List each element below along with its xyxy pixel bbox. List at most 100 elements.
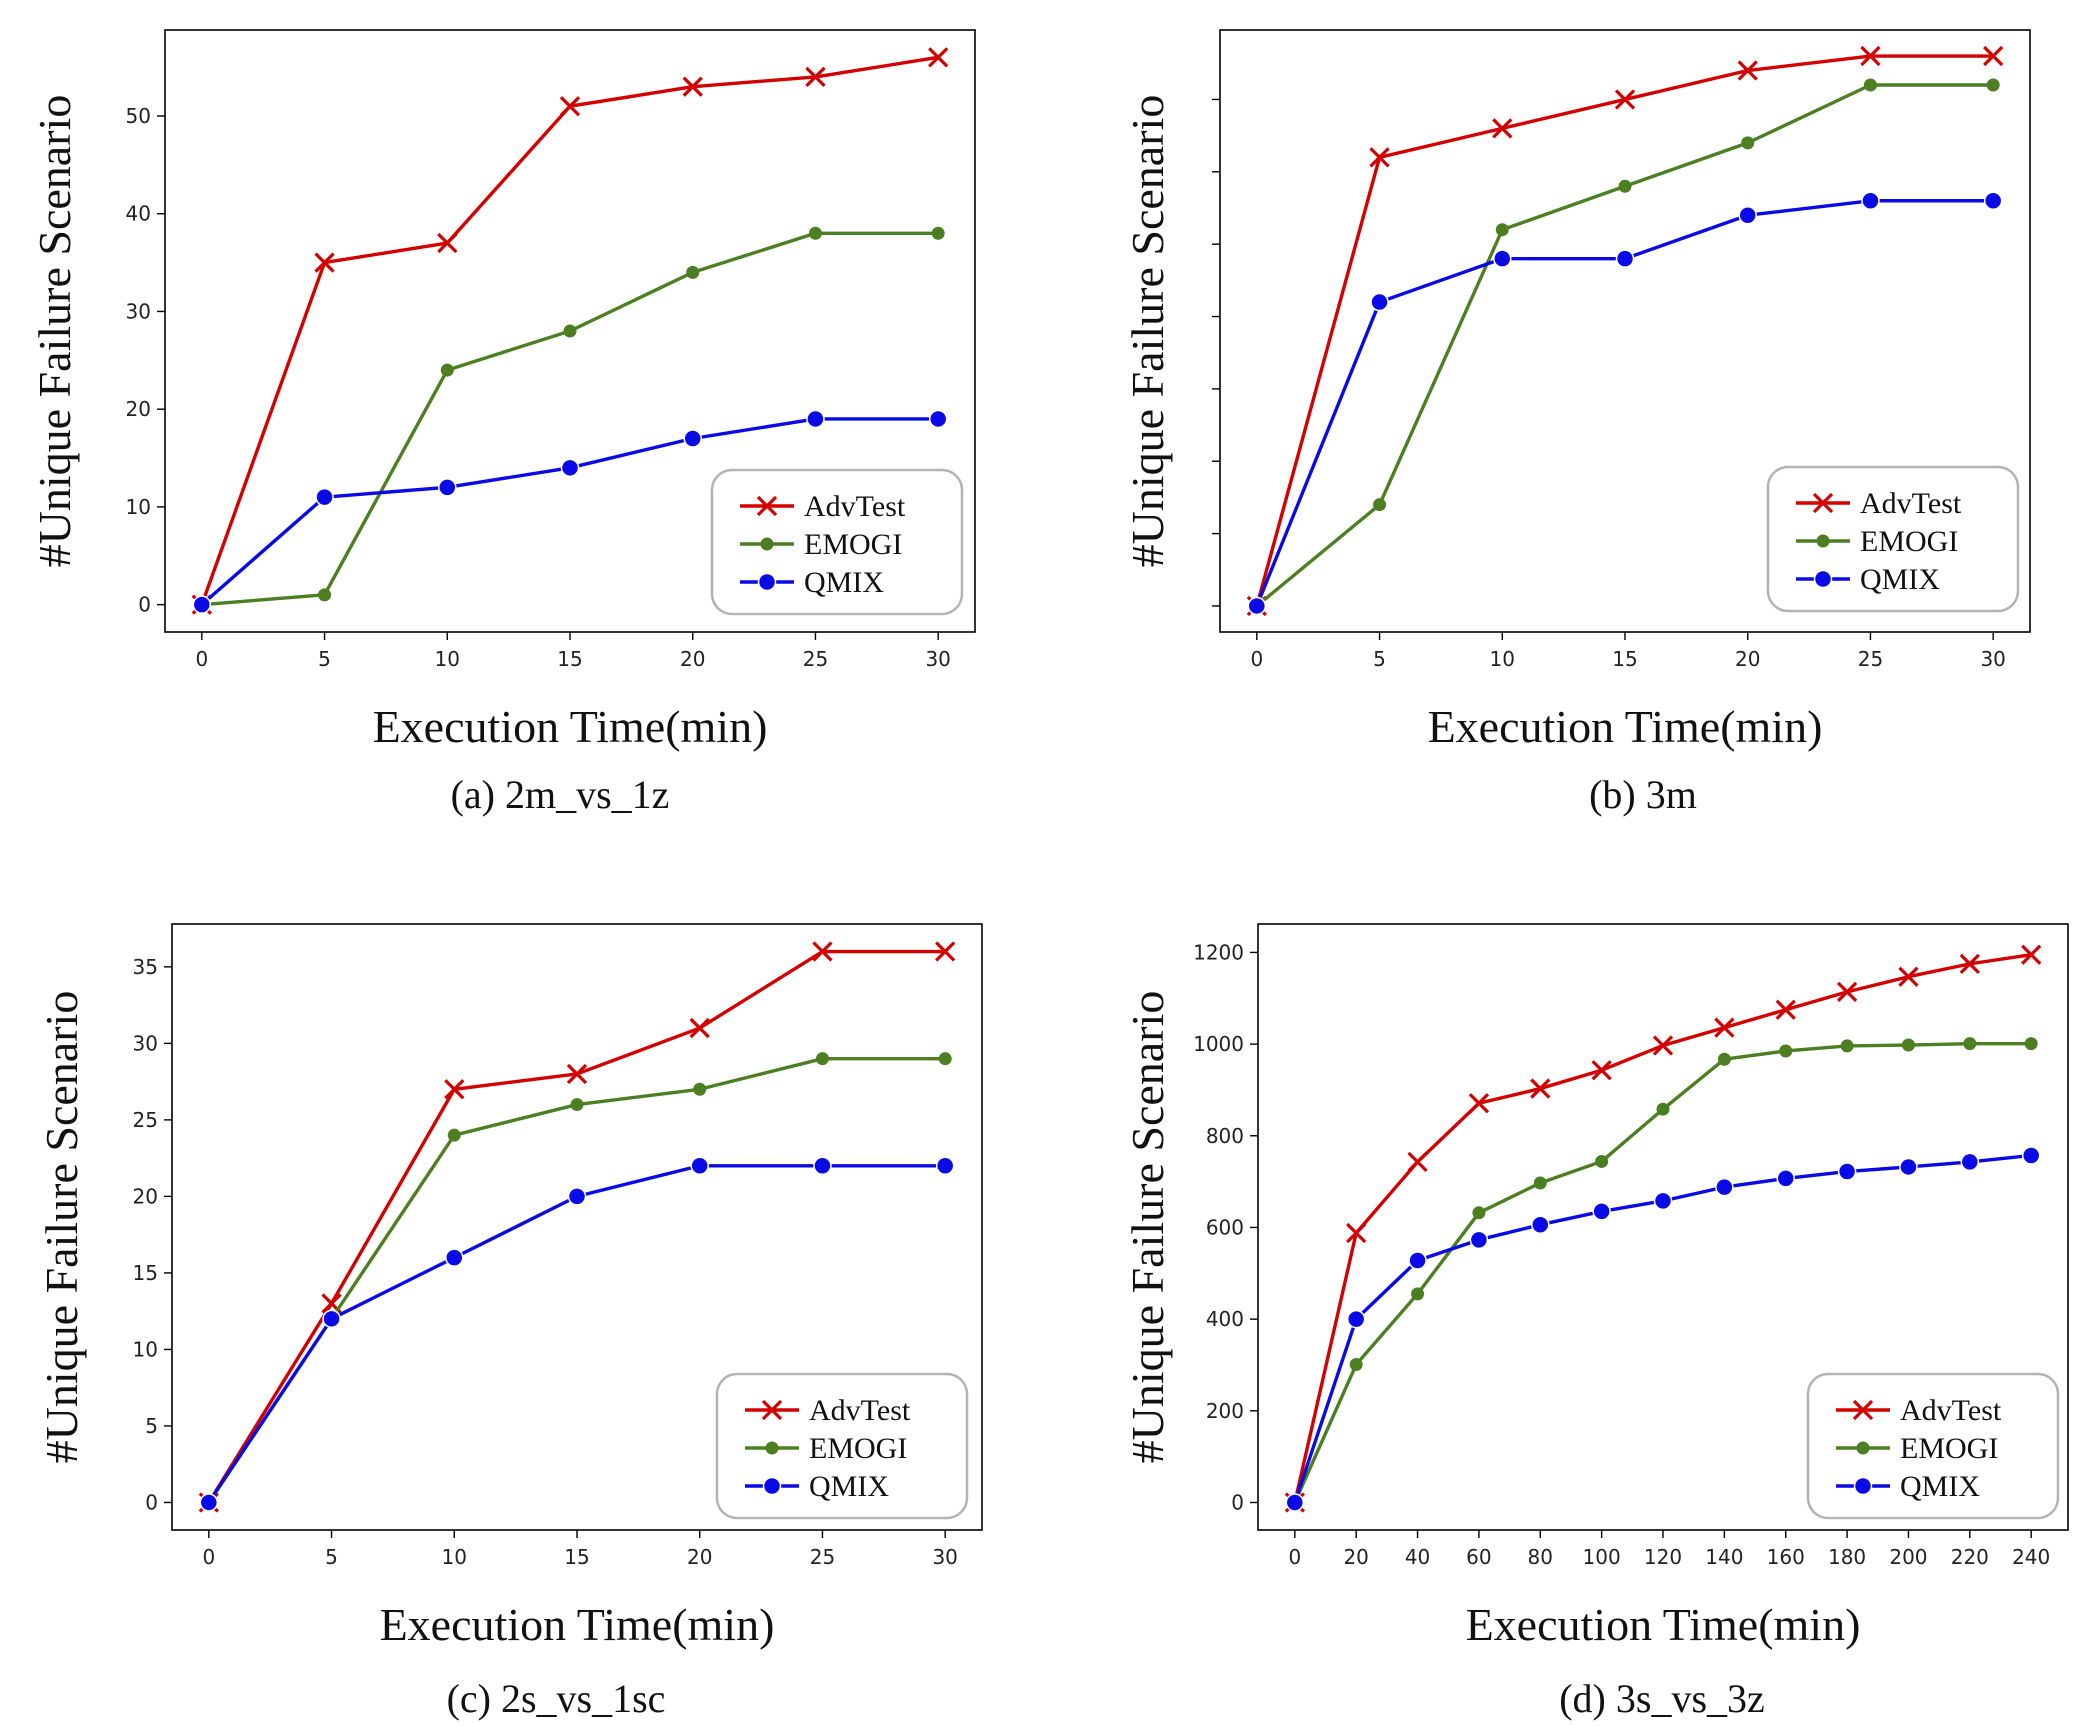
chart-panel: 0 5 10 15 20 25 30 Execution Time(min) #Unique F…	[1122, 29, 2031, 817]
legend-label: AdvTest	[1900, 1394, 2002, 1427]
x-tick-label: 0	[195, 647, 208, 671]
data-point	[931, 226, 945, 240]
x-tick-label: 25	[810, 1545, 835, 1569]
data-point	[1717, 1052, 1731, 1066]
y-tick-label: 50	[126, 104, 151, 128]
x-axis-title: Execution Time(min)	[373, 701, 768, 752]
legend-marker	[1816, 534, 1830, 548]
data-point	[1247, 596, 1267, 616]
y-tick-label: 0	[138, 593, 151, 617]
legend-marker	[756, 495, 778, 517]
legend-marker	[757, 572, 777, 592]
data-point	[560, 458, 580, 478]
data-point	[192, 595, 212, 614]
x-tick-label: 200	[1889, 1545, 1927, 1569]
data-point	[928, 409, 948, 429]
y-tick-label: 35	[133, 955, 158, 979]
legend: AdvTest EMOGI QMIX	[710, 468, 964, 616]
data-point	[693, 1082, 707, 1096]
data-point	[1959, 953, 1980, 975]
x-tick-label: 180	[1828, 1545, 1866, 1569]
legend-label: EMOGI	[1900, 1432, 1998, 1465]
data-point	[1468, 1093, 1490, 1114]
y-tick-label: 1000	[1193, 1032, 1244, 1056]
chart-caption: (d) 3s_vs_3z	[1559, 1676, 1765, 1721]
data-point	[559, 96, 581, 117]
x-tick-label: 5	[318, 647, 331, 671]
data-point	[445, 1248, 464, 1267]
data-point	[1492, 118, 1513, 139]
x-tick-label: 60	[1466, 1545, 1491, 1569]
legend-marker	[1853, 1476, 1873, 1496]
data-point	[808, 226, 822, 240]
data-point	[566, 1063, 588, 1085]
x-tick-label: 25	[1858, 647, 1883, 671]
legend-item-qmix: QMIX	[1796, 563, 1940, 596]
x-tick-label: 0	[202, 1545, 215, 1569]
x-axis-title: Execution Time(min)	[380, 1599, 775, 1650]
data-point	[318, 588, 332, 602]
data-point	[935, 1156, 955, 1176]
legend-label: AdvTest	[809, 1394, 911, 1427]
legend-label: EMOGI	[804, 528, 902, 561]
x-tick-label: 140	[1705, 1545, 1743, 1569]
data-point	[1408, 1251, 1427, 1270]
y-tick-label: 30	[126, 299, 151, 323]
y-tick-label: 20	[133, 1184, 158, 1208]
data-point	[1533, 1176, 1547, 1190]
legend: AdvTest EMOGI QMIX	[1806, 1372, 2060, 1520]
x-tick-label: 20	[687, 1545, 712, 1569]
legend-label: AdvTest	[804, 490, 906, 523]
data-point	[812, 941, 833, 962]
data-point	[1775, 999, 1796, 1020]
legend-item-qmix: QMIX	[740, 566, 884, 599]
legend-label: EMOGI	[1860, 525, 1958, 558]
series-qmix	[192, 409, 948, 614]
y-tick-label: 10	[133, 1337, 158, 1361]
y-tick-label: 1200	[1193, 940, 1244, 964]
data-point	[1737, 60, 1758, 81]
legend-item-qmix: QMIX	[745, 1470, 889, 1503]
data-point	[1369, 147, 1390, 168]
series-qmix	[199, 1156, 955, 1512]
y-tick-label: 0	[145, 1490, 158, 1514]
chart-panel: 0 5 10 15 20 25 30 0 5 10 15 20 25 30 35 Execution Time…	[36, 923, 983, 1721]
x-axis-title: Execution Time(min)	[1428, 701, 1823, 752]
x-tick-label: 120	[1644, 1545, 1682, 1569]
legend-marker	[1812, 492, 1834, 514]
series-qmix	[1247, 191, 2003, 616]
data-point	[1370, 292, 1389, 312]
y-tick-label: 5	[145, 1414, 158, 1438]
y-axis-title: #Unique Failure Scenario	[1122, 991, 1173, 1464]
data-point	[1860, 45, 1881, 67]
data-point	[1373, 498, 1387, 512]
data-point	[938, 1052, 952, 1066]
data-point	[815, 1052, 829, 1066]
data-point	[1861, 191, 1880, 211]
data-point	[805, 66, 826, 88]
x-tick-label: 20	[1343, 1545, 1368, 1569]
x-tick-label: 10	[1490, 647, 1515, 671]
x-tick-label: 20	[680, 647, 705, 671]
data-point	[1469, 1230, 1489, 1250]
data-point	[1615, 249, 1635, 268]
x-tick-label: 10	[435, 647, 460, 671]
legend-label: QMIX	[1900, 1470, 1980, 1503]
data-point	[315, 487, 334, 507]
data-point	[322, 1309, 341, 1329]
x-tick-label: 10	[442, 1545, 467, 1569]
x-tick-label: 5	[1373, 647, 1386, 671]
data-point	[1493, 249, 1512, 268]
data-point	[1840, 1039, 1854, 1053]
y-tick-label: 200	[1206, 1399, 1244, 1423]
x-tick-label: 240	[2012, 1545, 2050, 1569]
data-point	[1411, 1287, 1425, 1301]
data-point	[567, 1187, 587, 1206]
y-tick-label: 30	[133, 1031, 158, 1055]
data-point	[1741, 136, 1755, 150]
data-point	[928, 47, 949, 68]
data-point	[813, 1156, 832, 1176]
x-tick-label: 15	[564, 1545, 589, 1569]
x-tick-label: 5	[325, 1545, 338, 1569]
data-point	[1656, 1102, 1670, 1116]
